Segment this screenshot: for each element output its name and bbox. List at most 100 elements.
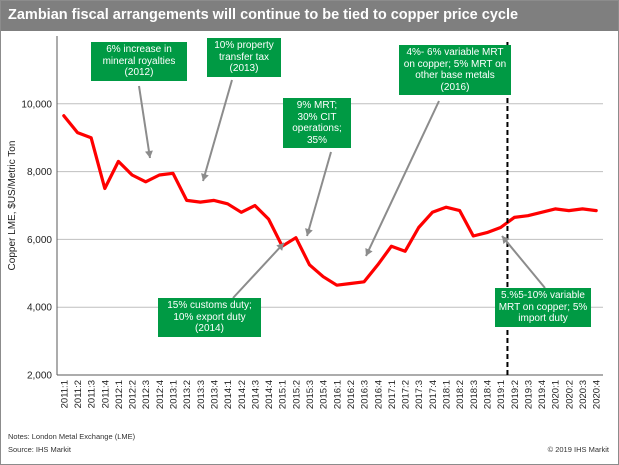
data-point bbox=[63, 115, 65, 117]
x-tick-label: 2015:2 bbox=[291, 380, 302, 409]
annotation-arrows bbox=[138, 79, 546, 299]
data-point bbox=[581, 208, 584, 210]
data-point bbox=[486, 232, 488, 234]
annotation-mrt-cit: 9% MRT; 30% CIT operations; 35% bbox=[283, 98, 351, 148]
x-tick-label: 2012:2 bbox=[128, 380, 139, 409]
chart-title: Zambian fiscal arrangements will continu… bbox=[8, 7, 519, 23]
y-tick-label: 8,000 bbox=[27, 167, 52, 178]
data-point bbox=[363, 281, 365, 283]
annotation-import-duty: 5.%5-10% variable MRT on copper; 5% impo… bbox=[495, 288, 591, 327]
annotation-arrow bbox=[501, 235, 546, 289]
data-point bbox=[336, 284, 338, 286]
annotation-arrow bbox=[365, 100, 440, 257]
data-point bbox=[500, 226, 502, 229]
arrow-head bbox=[305, 228, 313, 236]
axes bbox=[56, 36, 603, 376]
x-tick-label: 2014:4 bbox=[264, 380, 275, 409]
x-tick-label: 2015:3 bbox=[305, 380, 316, 409]
x-tick-label: 2020:2 bbox=[564, 380, 575, 409]
data-point bbox=[240, 211, 242, 213]
x-tick-label: 2011:4 bbox=[100, 380, 111, 408]
x-tick-label: 2014:2 bbox=[237, 380, 248, 409]
annotation-mineral-royalties: 6% increase in mineral royalties (2012) bbox=[91, 42, 187, 81]
data-point bbox=[527, 215, 529, 217]
y-tick-label: 4,000 bbox=[27, 303, 52, 314]
x-tick-label: 2015:4 bbox=[319, 380, 330, 409]
data-point bbox=[308, 264, 311, 266]
y-axis-ticks: 2,000 4,000 6,000 8,000 10,000 bbox=[21, 99, 52, 381]
x-tick-label: 2011:3 bbox=[87, 380, 98, 408]
annotation-arrow bbox=[232, 242, 285, 299]
data-point bbox=[158, 174, 160, 176]
data-point bbox=[431, 211, 433, 213]
annotation-variable-mrt-2016: 4%- 6% variable MRT on copper; 5% MRT on… bbox=[399, 45, 511, 95]
x-tick-label: 2013:3 bbox=[196, 380, 207, 409]
annotation-customs-duty: 15% customs duty; 10% export duty (2014) bbox=[158, 298, 261, 337]
data-point bbox=[295, 237, 297, 239]
data-point bbox=[349, 282, 352, 285]
annotation-property-transfer-tax: 10% property transfer tax (2013) bbox=[207, 38, 281, 77]
x-tick-label: 2014:1 bbox=[223, 380, 234, 409]
data-point bbox=[254, 204, 256, 207]
data-point bbox=[322, 276, 324, 278]
x-tick-label: 2019:3 bbox=[523, 380, 534, 409]
x-tick-label: 2018:2 bbox=[455, 380, 466, 409]
x-tick-label: 2018:1 bbox=[442, 380, 453, 409]
y-tick-label: 10,000 bbox=[21, 99, 52, 110]
data-point bbox=[540, 211, 543, 213]
x-tick-label: 2018:4 bbox=[482, 380, 493, 409]
notes-text: Notes: London Metal Exchange (LME) bbox=[8, 432, 136, 441]
x-tick-label: 2017:3 bbox=[414, 380, 425, 409]
data-point bbox=[418, 226, 420, 229]
data-point bbox=[104, 187, 106, 190]
x-tick-label: 2014:3 bbox=[250, 380, 261, 409]
data-point bbox=[76, 132, 79, 134]
arrow-head bbox=[144, 150, 153, 158]
x-tick-label: 2015:1 bbox=[278, 380, 289, 409]
x-tick-label: 2019:1 bbox=[496, 380, 507, 409]
x-tick-label: 2016:2 bbox=[346, 380, 357, 409]
data-point bbox=[568, 209, 570, 212]
title-bar: Zambian fiscal arrangements will continu… bbox=[1, 1, 618, 31]
copyright-text: © 2019 IHS Markit bbox=[547, 445, 609, 454]
x-tick-label: 2020:3 bbox=[578, 380, 589, 409]
data-point bbox=[145, 181, 147, 183]
data-point bbox=[172, 172, 174, 174]
source-text: Source: IHS Markit bbox=[8, 445, 71, 454]
x-tick-label: 2018:3 bbox=[469, 380, 480, 409]
data-point bbox=[445, 206, 447, 208]
x-tick-label: 2013:1 bbox=[169, 380, 180, 409]
data-point bbox=[267, 218, 270, 220]
data-point bbox=[513, 216, 515, 218]
data-point bbox=[199, 201, 201, 203]
data-point bbox=[213, 199, 215, 202]
data-point bbox=[227, 203, 229, 205]
data-point bbox=[117, 160, 120, 163]
x-tick-label: 2016:4 bbox=[373, 380, 384, 409]
y-axis-label: Copper LME, $US/Metric Ton bbox=[7, 141, 18, 271]
x-tick-label: 2017:4 bbox=[428, 380, 439, 409]
data-point bbox=[595, 209, 597, 212]
annotation-arrow bbox=[202, 79, 233, 182]
data-point bbox=[404, 250, 406, 252]
y-tick-label: 6,000 bbox=[27, 235, 52, 246]
arrow-head bbox=[276, 243, 284, 251]
x-tick-label: 2019:2 bbox=[510, 380, 521, 409]
x-tick-label: 2012:3 bbox=[141, 380, 152, 409]
x-tick-label: 2016:3 bbox=[360, 380, 371, 409]
data-point bbox=[390, 245, 393, 247]
y-tick-label: 2,000 bbox=[27, 371, 52, 382]
x-tick-label: 2020:1 bbox=[551, 380, 562, 409]
arrow-head bbox=[201, 173, 209, 181]
x-tick-label: 2019:4 bbox=[537, 380, 548, 409]
data-point bbox=[131, 174, 133, 176]
arrow-head bbox=[365, 247, 373, 256]
x-tick-label: 2016:1 bbox=[332, 380, 343, 409]
data-point bbox=[186, 199, 188, 202]
data-point bbox=[90, 137, 92, 139]
x-tick-label: 2013:2 bbox=[182, 380, 193, 409]
data-point bbox=[554, 208, 556, 210]
x-tick-label: 2012:1 bbox=[114, 380, 125, 409]
data-point bbox=[472, 235, 474, 237]
annotation-arrow bbox=[138, 85, 151, 159]
